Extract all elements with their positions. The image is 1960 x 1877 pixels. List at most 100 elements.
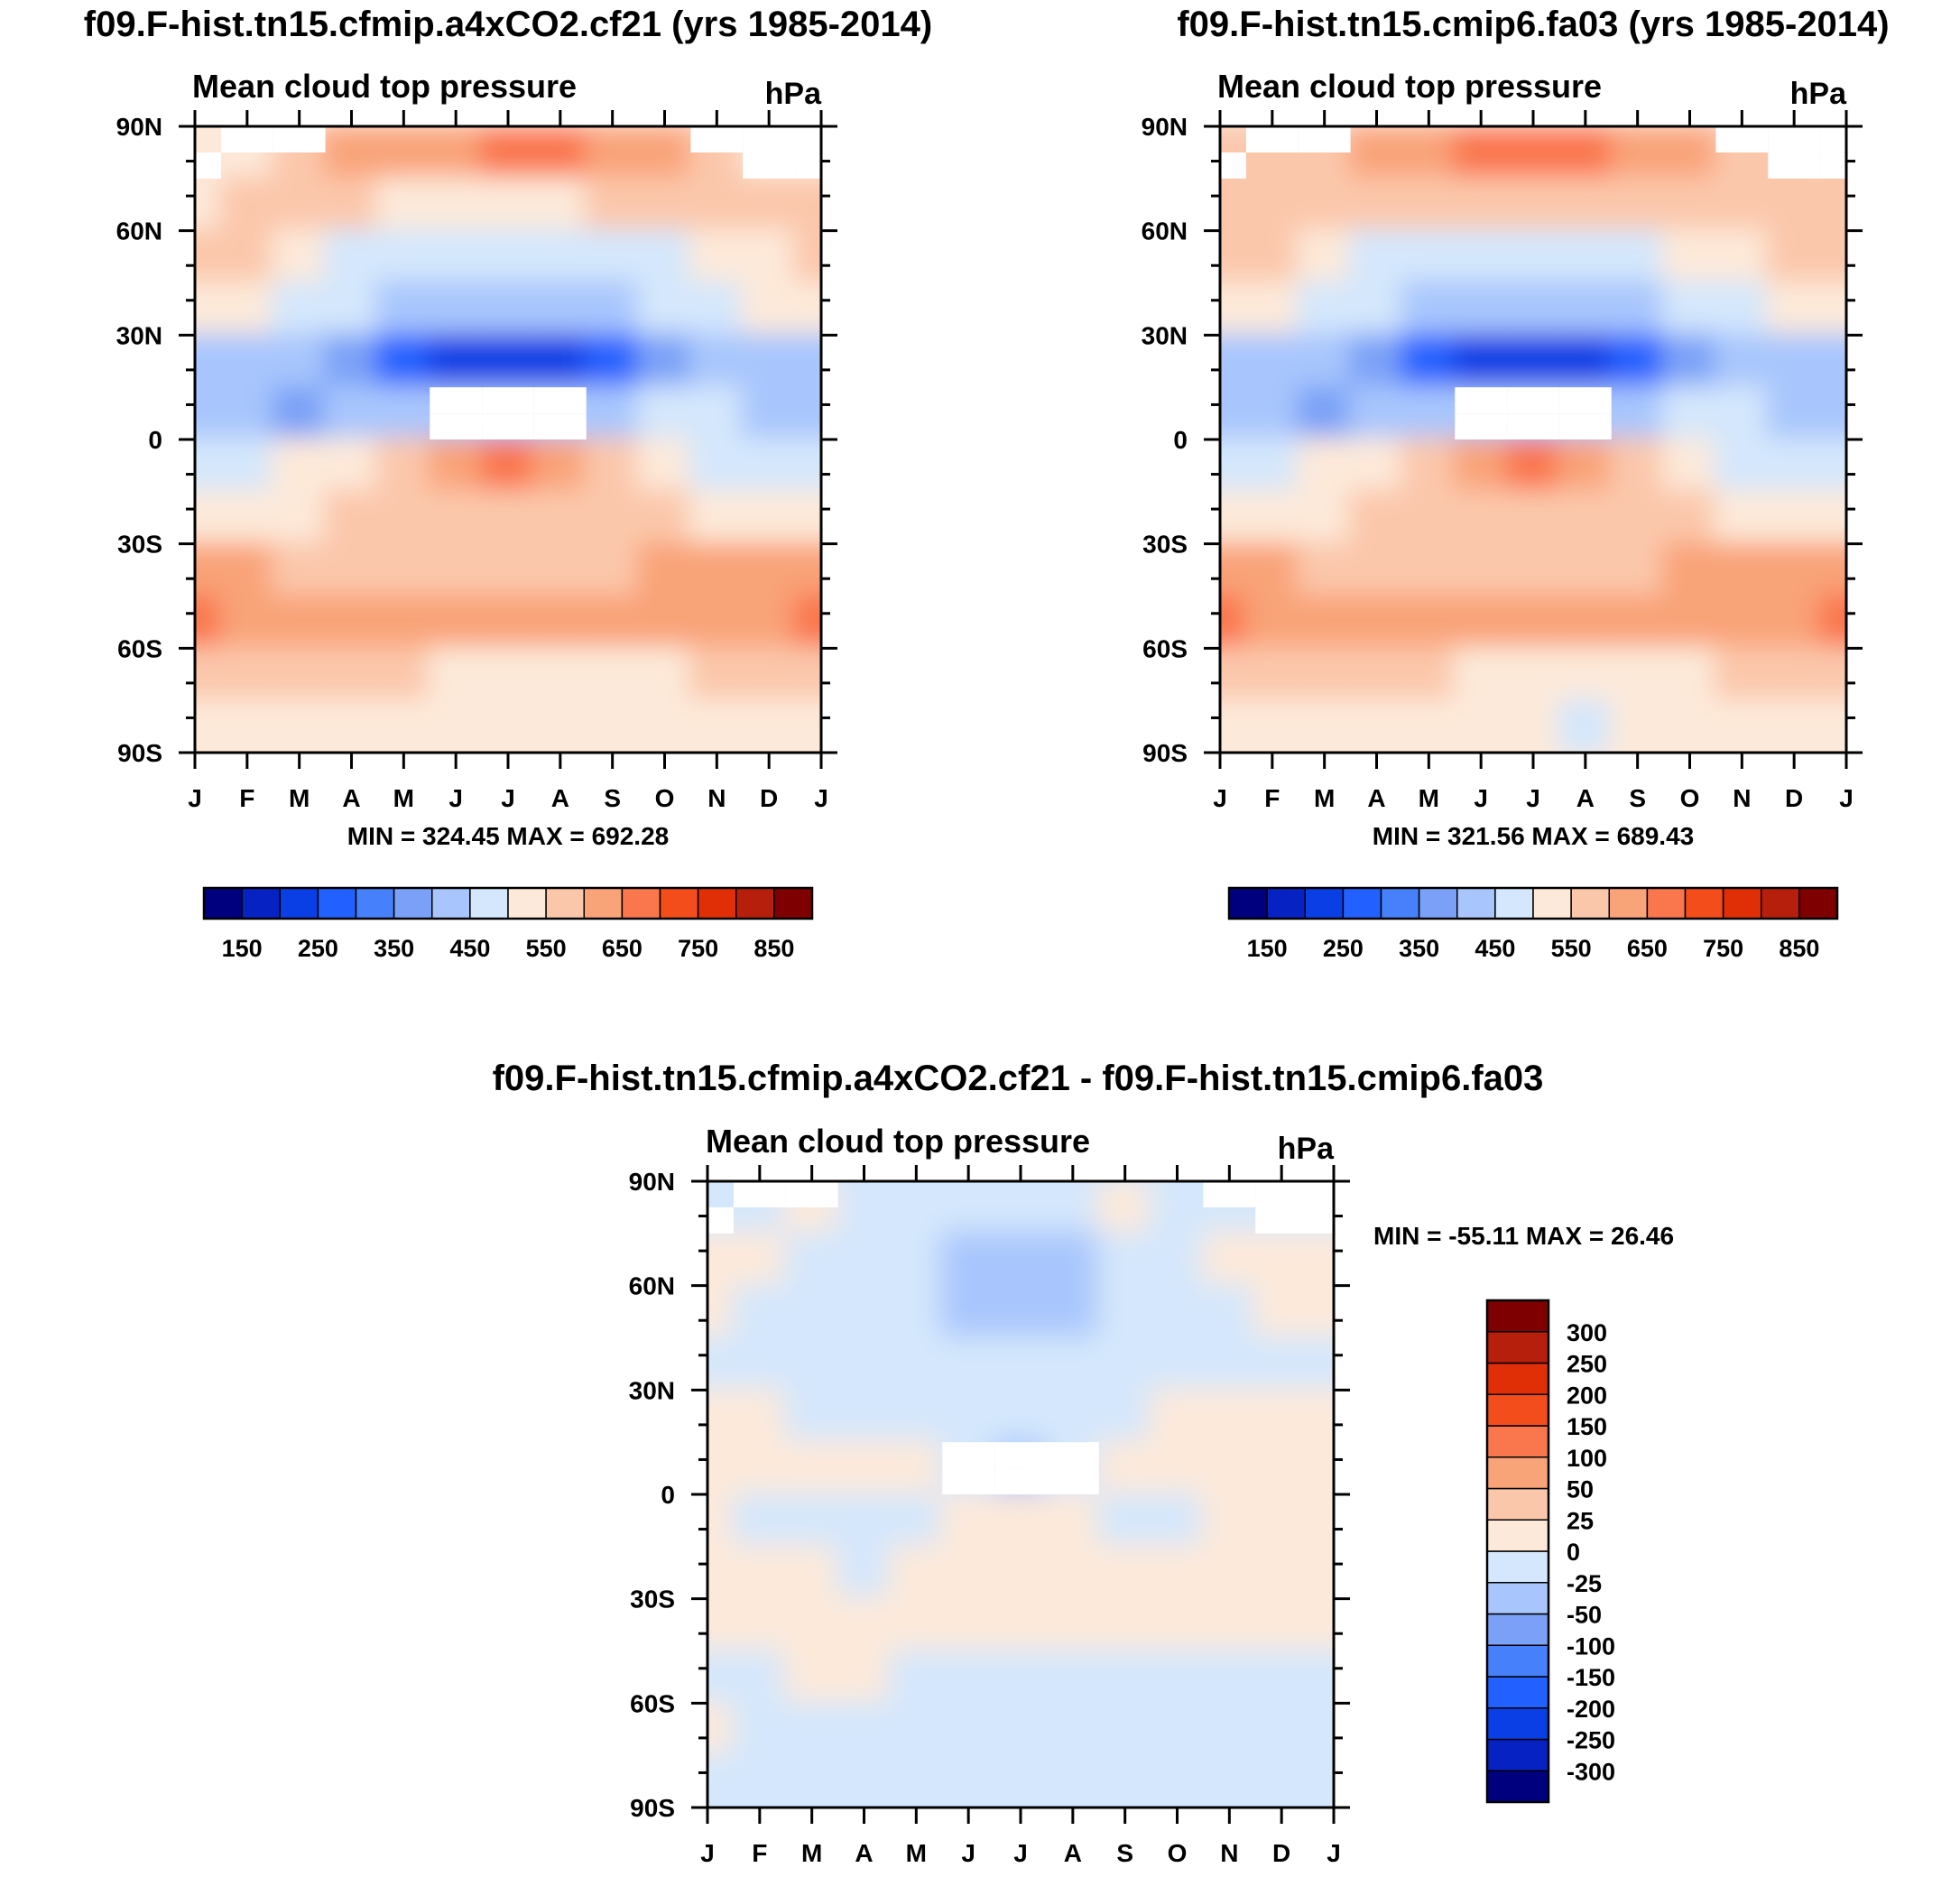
field-cell: [707, 1336, 735, 1392]
colorbar-swatch: [355, 887, 395, 920]
field-cell: [1505, 176, 1561, 233]
missing-data-cell: [1046, 1468, 1099, 1494]
field-cell: [836, 1544, 892, 1601]
field-cell: [1453, 228, 1510, 285]
colorbar-label: 0: [1567, 1539, 1580, 1566]
field-cell: [707, 1388, 735, 1445]
field-cell: [689, 698, 745, 753]
field-cell: [323, 385, 380, 441]
field-cell: [731, 1231, 788, 1288]
x-tick-label: J: [448, 784, 463, 812]
field-cell: [1306, 1596, 1334, 1653]
field-cell: [1818, 281, 1846, 337]
field-cell: [1306, 1701, 1334, 1758]
colorbar-swatch: [1486, 1550, 1549, 1584]
field-cell: [707, 1596, 735, 1653]
field-cell: [1609, 385, 1666, 441]
x-tick-label: O: [1680, 784, 1700, 812]
x-tick-label: J: [814, 784, 828, 812]
field-cell: [1609, 126, 1666, 180]
field-cell: [940, 1596, 997, 1653]
field-cell: [1661, 489, 1718, 546]
field-cell: [731, 1388, 788, 1445]
field-cell: [689, 333, 745, 390]
field-cell: [1609, 594, 1666, 651]
field-cell: [375, 646, 432, 703]
x-tick-label: N: [1220, 1839, 1238, 1867]
field-cell: [1149, 1336, 1206, 1392]
field-cell: [741, 281, 798, 337]
colorbar-swatch: [507, 887, 547, 920]
missing-data-cell: [942, 1468, 995, 1494]
x-tick-label: J: [1327, 1839, 1341, 1867]
x-tick-label: A: [1576, 784, 1595, 812]
field-cell: [323, 228, 380, 285]
field-cell: [1453, 541, 1510, 598]
y-tick-label: 30N: [629, 1376, 675, 1404]
field-cell: [428, 594, 485, 651]
field-cell: [940, 1649, 997, 1706]
field-cell: [707, 1544, 735, 1601]
colorbar-label: 450: [1475, 935, 1515, 962]
field-cell: [731, 1544, 788, 1601]
colorbar-swatch: [1486, 1770, 1549, 1803]
field-cell: [1243, 698, 1300, 753]
field-cell: [1714, 176, 1770, 233]
field-cell: [375, 489, 432, 546]
x-tick-label: A: [342, 784, 360, 812]
axes: [691, 1165, 1350, 1824]
colorbar-swatch: [1304, 887, 1345, 920]
panel-title: f09.F-hist.tn15.cfmip.a4xCO2.cf21 - f09.…: [493, 1059, 1544, 1098]
field-cell: [195, 489, 223, 546]
missing-data-cell: [785, 1181, 838, 1207]
field-cell: [584, 646, 641, 703]
field-cell: [195, 646, 223, 703]
field-cell: [888, 1283, 945, 1340]
min-max-label: MIN = -55.11 MAX = 26.46: [1373, 1222, 1674, 1250]
colorbar-label: 300: [1567, 1319, 1607, 1346]
field-cell: [1505, 594, 1561, 651]
field-cell: [480, 176, 536, 233]
field-cell: [783, 1388, 840, 1445]
units-label: hPa: [765, 77, 822, 111]
field-cell: [323, 333, 380, 390]
field-cell: [323, 281, 380, 337]
colorbar-label: 150: [1567, 1413, 1607, 1440]
colorbar-label: 750: [1703, 935, 1743, 962]
field-cell: [1253, 1231, 1310, 1288]
field-cell: [584, 176, 641, 233]
colorbar-label: 250: [1567, 1351, 1607, 1378]
field-cell: [218, 489, 275, 546]
field-cell: [689, 489, 745, 546]
colorbar-label: -25: [1567, 1570, 1602, 1597]
field-cell: [888, 1336, 945, 1392]
colorbar-frame: [1227, 886, 1839, 920]
missing-data-cell: [195, 152, 221, 179]
field-cell: [741, 176, 798, 233]
field-cell: [375, 281, 432, 337]
colorbar-label: 550: [526, 935, 567, 962]
panel-subtitle: Mean cloud top pressure: [1217, 68, 1602, 105]
field-cell: [1818, 646, 1846, 703]
x-tick-label: J: [188, 784, 202, 812]
field-cell: [218, 541, 275, 598]
missing-data-cell: [1255, 1207, 1308, 1234]
x-tick-label: O: [1168, 1839, 1188, 1867]
field-cell: [1044, 1283, 1101, 1340]
field-cell: [1661, 385, 1718, 441]
field-cell: [195, 385, 223, 441]
field-cell: [741, 438, 798, 494]
field-cell: [323, 176, 380, 233]
y-tick-label: 90S: [1142, 739, 1188, 767]
field-cell: [1201, 1231, 1258, 1288]
y-tick-label: 0: [1173, 426, 1188, 454]
field-cell: [271, 333, 328, 390]
field-cell: [1306, 1440, 1334, 1496]
field-cell: [993, 1231, 1049, 1288]
field-cell: [741, 646, 798, 703]
colorbar: 150 250 350 450 550 650 750 850: [1227, 886, 1839, 962]
field-cell: [1253, 1753, 1310, 1808]
field-cell: [1220, 228, 1248, 285]
field-cell: [888, 1544, 945, 1601]
field-cell: [271, 438, 328, 494]
